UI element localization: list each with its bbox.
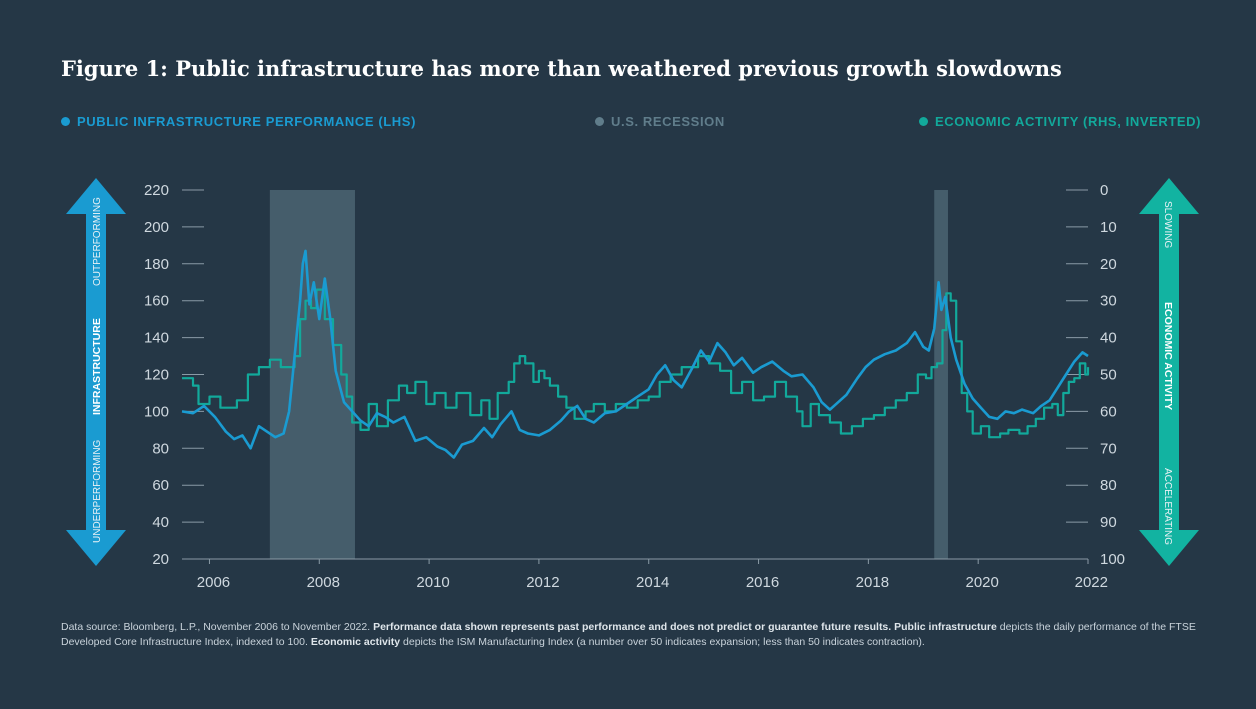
right-tick-label-40: 40	[1100, 330, 1117, 347]
left-tick-label-40: 40	[152, 514, 169, 531]
right-arrow-top-label: SLOWING	[1162, 201, 1173, 248]
right-tick-label-100: 100	[1100, 551, 1125, 568]
footnote-text-1: Data source: Bloomberg, L.P., November 2…	[61, 621, 374, 633]
left-arrow-top-label: OUTPERFORMING	[92, 197, 103, 286]
right-tick-label-50: 50	[1100, 367, 1117, 384]
axis-layer: 2202001801601401201008060402001020304050…	[144, 182, 1125, 591]
x-tick-label-2018: 2018	[856, 574, 889, 591]
x-tick-label-2022: 2022	[1075, 574, 1108, 591]
left-tick-label-160: 160	[144, 293, 169, 310]
left-tick-label-100: 100	[144, 403, 169, 420]
x-tick-label-2008: 2008	[307, 574, 340, 591]
left-tick-label-220: 220	[144, 182, 169, 199]
recession-band-1	[934, 190, 948, 559]
x-tick-label-2016: 2016	[746, 574, 779, 591]
footnote-bold-3: Economic activity	[310, 636, 401, 648]
right-tick-label-30: 30	[1100, 293, 1117, 310]
legend-dot-infrastructure	[61, 117, 70, 126]
left-tick-label-20: 20	[152, 551, 169, 568]
x-tick-label-2010: 2010	[416, 574, 449, 591]
right-tick-label-60: 60	[1100, 403, 1117, 420]
right-tick-label-0: 0	[1100, 182, 1108, 199]
legend-dot-recession	[595, 117, 604, 126]
left-tick-label-60: 60	[152, 477, 169, 494]
right-tick-label-20: 20	[1100, 256, 1117, 273]
footnote: Data source: Bloomberg, L.P., November 2…	[61, 620, 1211, 650]
x-tick-label-2006: 2006	[197, 574, 230, 591]
recession-layer	[269, 190, 948, 559]
footnote-text-4: depicts the ISM Manufacturing Index (a n…	[400, 636, 925, 648]
footnote-bold-1: Performance data shown represents past p…	[373, 621, 892, 633]
left-tick-label-120: 120	[144, 367, 169, 384]
right-arrow-shape	[1139, 178, 1199, 566]
legend-label-economic-activity: ECONOMIC ACTIVITY (RHS, INVERTED)	[935, 114, 1202, 129]
left-arrow-middle-label: INFRASTRUCTURE	[91, 318, 103, 415]
legend-item-recession: U.S. RECESSION	[595, 114, 725, 129]
right-tick-label-10: 10	[1100, 219, 1117, 236]
legend-item-economic-activity: ECONOMIC ACTIVITY (RHS, INVERTED)	[919, 114, 1201, 129]
left-tick-label-80: 80	[152, 440, 169, 457]
right-tick-label-90: 90	[1100, 514, 1117, 531]
left-tick-label-180: 180	[144, 256, 169, 273]
x-tick-label-2012: 2012	[526, 574, 559, 591]
series-infrastructure-line	[181, 249, 1089, 459]
legend-item-infrastructure: PUBLIC INFRASTRUCTURE PERFORMANCE (LHS)	[61, 114, 416, 129]
left-tick-label-140: 140	[144, 330, 169, 347]
right-arrow: SLOWING ECONOMIC ACTIVITY ACCELERATING	[1139, 178, 1199, 566]
right-arrow-bottom-label: ACCELERATING	[1162, 468, 1173, 545]
left-arrow-bottom-label: UNDERPERFORMING	[92, 439, 103, 543]
series-economic-activity-line	[182, 288, 1090, 439]
x-tick-label-2014: 2014	[636, 574, 669, 591]
chart-title: Figure 1: Public infrastructure has more…	[61, 56, 1062, 81]
footnote-bold-2: Public infrastructure	[894, 621, 997, 633]
legend-label-recession: U.S. RECESSION	[611, 114, 725, 129]
left-arrow-shape	[66, 178, 126, 566]
left-tick-label-200: 200	[144, 219, 169, 236]
legend-dot-economic-activity	[919, 117, 928, 126]
right-tick-label-70: 70	[1100, 440, 1117, 457]
series-layer	[181, 249, 1090, 459]
right-tick-label-80: 80	[1100, 477, 1117, 494]
x-tick-label-2020: 2020	[965, 574, 998, 591]
legend-label-infrastructure: PUBLIC INFRASTRUCTURE PERFORMANCE (LHS)	[77, 114, 416, 129]
footnote-text-3: depicts the daily performance of the FTS…	[61, 621, 1196, 648]
right-arrow-middle-label: ECONOMIC ACTIVITY	[1162, 302, 1174, 410]
left-arrow: OUTPERFORMING INFRASTRUCTURE UNDERPERFOR…	[66, 178, 126, 566]
